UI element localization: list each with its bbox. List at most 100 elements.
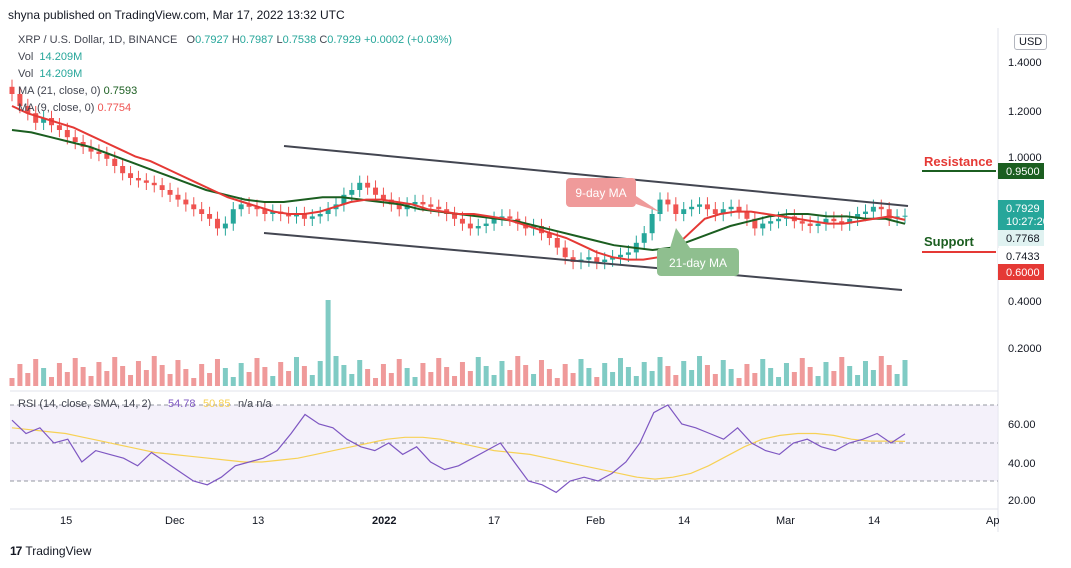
volume-bar xyxy=(143,370,149,386)
candle-body xyxy=(697,204,703,207)
candle-body xyxy=(444,209,450,214)
volume-bar xyxy=(783,363,789,386)
candle-body xyxy=(436,206,442,210)
candle-body xyxy=(704,204,710,210)
change-value: +0.0002 (+0.03%) xyxy=(364,34,453,46)
volume-bar xyxy=(388,373,394,386)
vol-label-2: Vol xyxy=(18,68,34,80)
volume-bar xyxy=(720,360,726,386)
tradingview-logo[interactable]: 17 TradingView xyxy=(10,544,91,558)
volume-bar xyxy=(412,377,418,386)
candle-body xyxy=(207,214,213,219)
candle-body xyxy=(467,223,473,229)
candle-body xyxy=(420,202,426,205)
volume-bar xyxy=(807,367,813,386)
volume-bar xyxy=(760,359,766,386)
candle-body xyxy=(538,226,544,234)
candle-body xyxy=(562,247,568,258)
ma9-price-tag xyxy=(998,230,1044,246)
candle-body xyxy=(633,242,639,253)
candle-body xyxy=(49,118,55,126)
volume-bar xyxy=(618,358,624,386)
volume-bar xyxy=(341,365,347,386)
resistance-label: Resistance xyxy=(924,154,993,169)
high-label: H xyxy=(231,34,240,46)
x-tick: 14 xyxy=(868,515,880,527)
volume-bar xyxy=(712,374,718,386)
symbol-legend: XRP / U.S. Dollar, 1D, BINANCE O0.7927 H… xyxy=(18,34,452,46)
vol-label-1: Vol xyxy=(18,51,34,63)
volume-bar xyxy=(246,372,252,386)
candle-body xyxy=(855,214,861,219)
x-tick: 13 xyxy=(252,515,264,527)
candle-body xyxy=(831,218,837,222)
candle-body xyxy=(491,218,497,224)
candle-body xyxy=(618,254,624,258)
candle-body xyxy=(301,214,307,219)
candle-body xyxy=(96,151,102,154)
ma9-price: 0.7768 xyxy=(1006,233,1040,245)
candle-body xyxy=(246,204,252,207)
candle-body xyxy=(760,223,766,229)
volume-bar xyxy=(104,371,110,386)
candle-body xyxy=(254,206,260,210)
ma9-line xyxy=(11,105,906,261)
candle-body xyxy=(128,173,134,178)
y-tick: 0.2000 xyxy=(1008,343,1042,355)
channel-upper-line xyxy=(283,145,909,207)
tv-brand: TradingView xyxy=(25,544,92,558)
volume-bar xyxy=(293,357,299,386)
volume-bar xyxy=(475,357,481,386)
candle-body xyxy=(625,252,631,255)
open-value: 0.7927 xyxy=(195,34,229,46)
volume-bar xyxy=(207,373,213,386)
candle-body xyxy=(373,187,379,195)
volume-bar xyxy=(230,377,236,386)
volume-bar xyxy=(183,369,189,386)
candle-body xyxy=(570,257,576,262)
volume-bar xyxy=(570,373,576,386)
volume-bar xyxy=(112,357,118,386)
ma21-price: 0.7433 xyxy=(1006,251,1040,263)
volume-bar xyxy=(254,358,260,386)
volume-bar xyxy=(357,360,363,386)
volume-bar xyxy=(222,368,228,386)
volume-bar xyxy=(625,367,631,386)
volume-bar xyxy=(744,364,750,386)
rsi-tick: 40.00 xyxy=(1008,458,1036,470)
x-tick: 15 xyxy=(60,515,72,527)
candle-body xyxy=(586,257,592,260)
volume-bar xyxy=(380,364,386,386)
candle-body xyxy=(41,118,47,123)
candle-body xyxy=(183,199,189,205)
candle-body xyxy=(120,166,126,174)
x-tick: 17 xyxy=(488,515,500,527)
candle-body xyxy=(278,211,284,214)
candle-body xyxy=(9,86,15,94)
vol-legend-1: Vol 14.209M xyxy=(18,51,82,63)
ma9-value: 0.7754 xyxy=(97,102,132,114)
volume-bar xyxy=(365,369,371,386)
volume-bar xyxy=(894,374,900,386)
volume-bar xyxy=(681,361,687,386)
volume-bar xyxy=(768,368,774,386)
volume-bar xyxy=(151,356,157,386)
candle-body xyxy=(862,211,868,214)
volume-bar xyxy=(799,358,805,386)
candle-body xyxy=(293,214,299,217)
candle-body xyxy=(507,216,513,219)
candle-body xyxy=(191,204,197,210)
x-tick: Mar xyxy=(776,515,795,527)
last-price: 0.7929 xyxy=(1006,203,1040,215)
volume-bar xyxy=(452,376,458,386)
volume-bar xyxy=(689,370,695,386)
candle-body xyxy=(214,218,220,229)
currency-button[interactable]: USD xyxy=(1014,34,1048,50)
candle-body xyxy=(799,221,805,224)
rsi-value: 54.78 xyxy=(168,398,196,410)
volume-bar xyxy=(9,378,15,386)
ma21-value: 0.7593 xyxy=(103,85,138,97)
candle-body xyxy=(878,206,884,210)
volume-bar xyxy=(135,361,141,386)
x-tick: 2022 xyxy=(372,515,396,527)
